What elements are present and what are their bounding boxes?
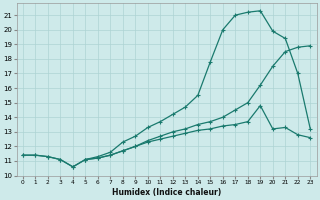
X-axis label: Humidex (Indice chaleur): Humidex (Indice chaleur)	[112, 188, 221, 197]
